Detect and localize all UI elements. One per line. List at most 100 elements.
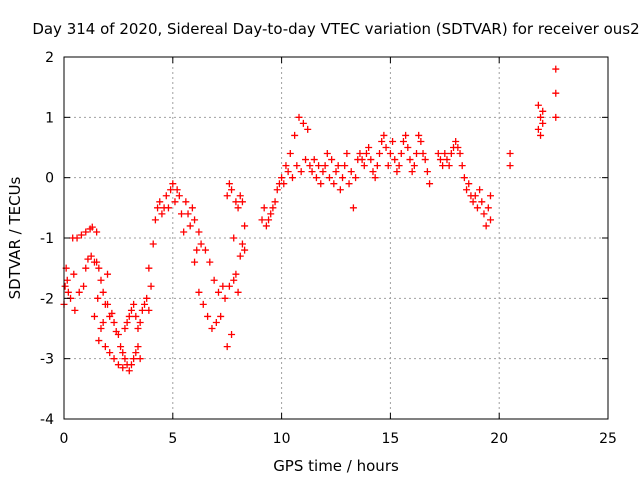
data-point xyxy=(417,137,425,145)
data-point xyxy=(458,162,466,170)
x-tick-label: 10 xyxy=(273,431,291,447)
data-point xyxy=(132,312,140,320)
data-point xyxy=(121,355,129,363)
data-point xyxy=(225,180,233,188)
data-point xyxy=(441,150,449,158)
data-point xyxy=(284,168,292,176)
data-point xyxy=(101,343,109,351)
data-point xyxy=(486,216,494,224)
data-point xyxy=(186,222,194,230)
data-point xyxy=(193,246,201,254)
data-point xyxy=(367,156,375,164)
data-point xyxy=(362,150,370,158)
data-point xyxy=(156,198,164,206)
data-point xyxy=(349,204,357,212)
data-point xyxy=(145,264,153,272)
data-point xyxy=(380,131,388,139)
x-tick-label: 5 xyxy=(168,431,177,447)
data-point xyxy=(384,162,392,170)
y-tick-label: 1 xyxy=(45,110,54,126)
data-point xyxy=(88,223,96,231)
data-point xyxy=(199,300,207,308)
data-point xyxy=(330,180,338,188)
data-point xyxy=(238,240,246,248)
data-point xyxy=(241,222,249,230)
data-point xyxy=(106,349,114,357)
data-point xyxy=(63,276,71,284)
data-point xyxy=(208,325,216,332)
y-axis-label: SDTVAR / TECUs xyxy=(6,176,24,299)
data-point xyxy=(162,192,170,200)
data-point xyxy=(552,113,560,121)
data-point xyxy=(280,180,288,188)
data-point xyxy=(378,137,386,145)
data-point xyxy=(223,192,231,200)
data-point xyxy=(167,186,175,194)
data-point xyxy=(282,162,290,170)
x-tick-label: 15 xyxy=(381,431,399,447)
data-point xyxy=(195,228,203,236)
data-point xyxy=(260,204,268,212)
data-point xyxy=(328,156,336,164)
data-point xyxy=(373,162,381,170)
data-point xyxy=(482,222,490,230)
data-point xyxy=(223,343,231,351)
data-point xyxy=(376,150,384,158)
data-point xyxy=(306,162,314,170)
data-point xyxy=(325,174,333,182)
data-point xyxy=(164,204,172,212)
data-point xyxy=(234,288,242,296)
data-point xyxy=(347,168,355,176)
data-point xyxy=(312,174,320,182)
data-point xyxy=(465,180,473,188)
data-point xyxy=(127,306,135,314)
data-point xyxy=(117,343,125,351)
data-point xyxy=(258,216,266,224)
data-point xyxy=(80,282,88,290)
data-point xyxy=(423,168,431,176)
data-point xyxy=(469,198,477,206)
data-point xyxy=(269,204,277,212)
data-point xyxy=(180,228,188,236)
data-point xyxy=(304,125,312,133)
data-point xyxy=(93,258,101,266)
data-point xyxy=(552,89,560,97)
chart-title: Day 314 of 2020, Sidereal Day-to-day VTE… xyxy=(32,20,639,38)
data-point xyxy=(452,137,460,145)
data-point xyxy=(262,222,270,230)
data-point xyxy=(201,246,209,254)
data-point xyxy=(149,240,157,248)
data-point xyxy=(158,210,166,218)
data-point xyxy=(82,228,90,236)
data-point xyxy=(93,228,101,236)
data-point xyxy=(315,162,323,170)
data-point xyxy=(454,144,462,151)
data-point xyxy=(419,150,427,158)
data-point xyxy=(413,150,421,158)
data-point xyxy=(265,216,273,224)
data-point xyxy=(147,282,155,290)
data-point xyxy=(410,162,418,170)
data-point xyxy=(299,119,307,127)
data-point xyxy=(173,186,181,194)
data-point xyxy=(445,162,453,170)
data-point xyxy=(130,355,138,363)
data-point xyxy=(77,231,85,239)
data-point xyxy=(141,300,149,308)
data-point xyxy=(241,246,249,254)
data-point xyxy=(539,107,547,115)
data-point xyxy=(197,240,205,248)
data-point xyxy=(534,125,542,133)
data-point xyxy=(87,252,95,260)
data-point xyxy=(232,270,240,278)
data-point xyxy=(151,216,159,224)
data-point xyxy=(506,162,514,170)
data-point xyxy=(421,156,429,164)
data-point xyxy=(456,150,464,158)
y-tick-label: 2 xyxy=(45,50,54,66)
data-point xyxy=(130,300,138,308)
data-point xyxy=(175,192,183,200)
y-tick-label: -2 xyxy=(40,291,54,307)
data-point xyxy=(506,150,514,158)
